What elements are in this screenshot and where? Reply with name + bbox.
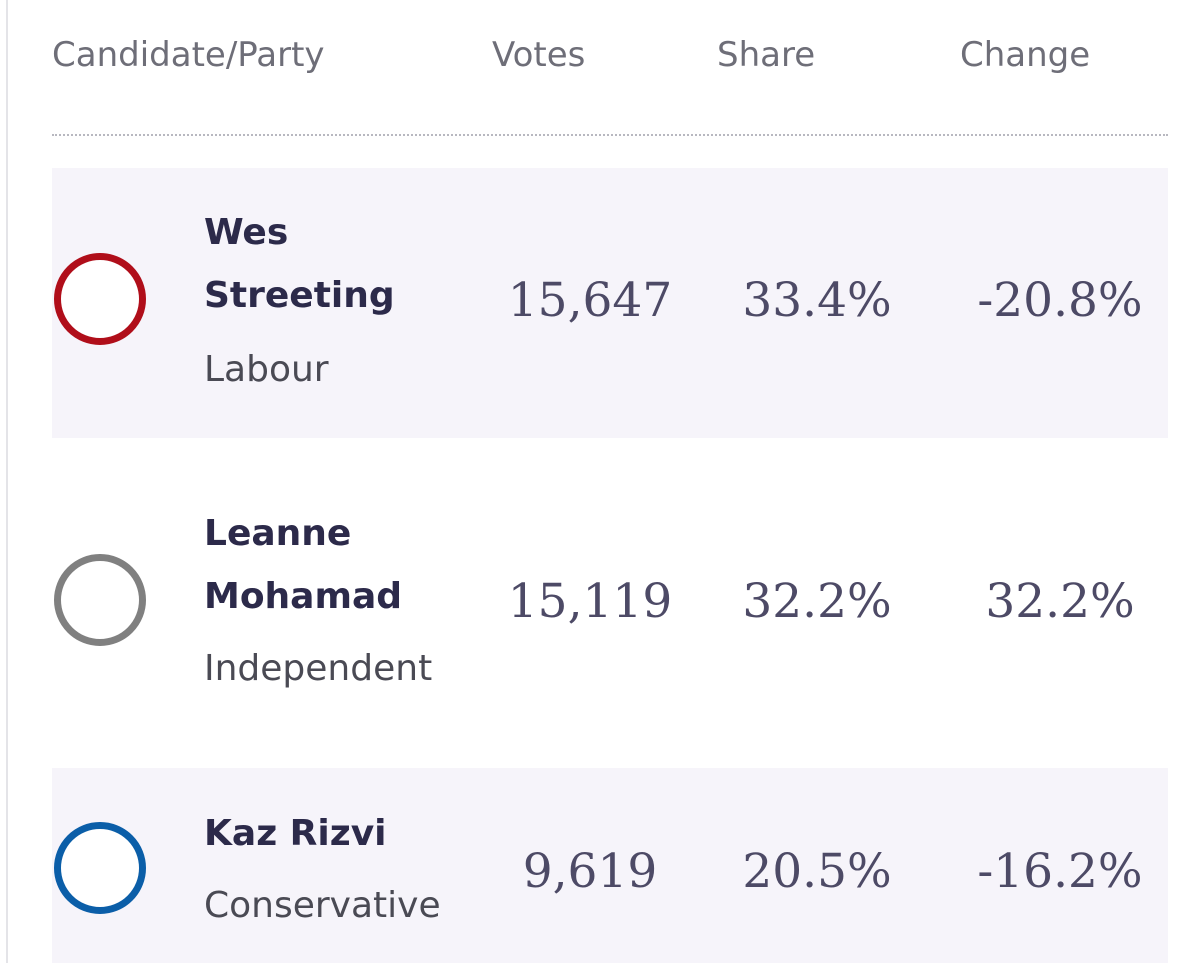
candidate-name-line: Mohamad (204, 576, 403, 617)
party-name: Labour (204, 349, 329, 390)
candidate-name: Wes Streeting (204, 201, 494, 327)
candidate-name-line: Streeting (204, 275, 395, 316)
candidate-name: Kaz Rizvi (204, 802, 494, 865)
party-color-ring-icon (54, 253, 146, 345)
header-share: Share (717, 35, 816, 75)
candidate-name-line: Leanne (204, 513, 352, 554)
header-candidate-party: Candidate/Party (52, 35, 325, 75)
candidate-name: Leanne Mohamad (204, 502, 494, 628)
share-value: 33.4% (742, 273, 892, 328)
table-row[interactable]: Kaz Rizvi Conservative 9,619 20.5% -16.2… (52, 768, 1168, 963)
share-value: 20.5% (742, 844, 892, 899)
left-border (6, 0, 8, 963)
votes-value: 15,647 (507, 273, 673, 328)
table-row[interactable]: Wes Streeting Labour 15,647 33.4% -20.8% (52, 168, 1168, 438)
change-value: -20.8% (977, 273, 1143, 328)
change-value: 32.2% (985, 574, 1135, 629)
party-name: Independent (204, 648, 433, 689)
header-change: Change (960, 35, 1091, 75)
candidate-name-line: Kaz Rizvi (204, 813, 387, 854)
candidate-name-line: Wes (204, 212, 289, 253)
header-divider (52, 134, 1168, 136)
party-color-ring-icon (54, 554, 146, 646)
table-header: Candidate/Party Votes Share Change (52, 28, 1168, 82)
share-value: 32.2% (742, 574, 892, 629)
table-row[interactable]: Leanne Mohamad Independent 15,119 32.2% … (52, 468, 1168, 738)
party-name: Conservative (204, 885, 441, 926)
votes-value: 15,119 (507, 574, 673, 629)
change-value: -16.2% (977, 844, 1143, 899)
header-votes: Votes (492, 35, 586, 75)
party-color-ring-icon (54, 822, 146, 914)
votes-value: 9,619 (522, 844, 658, 899)
